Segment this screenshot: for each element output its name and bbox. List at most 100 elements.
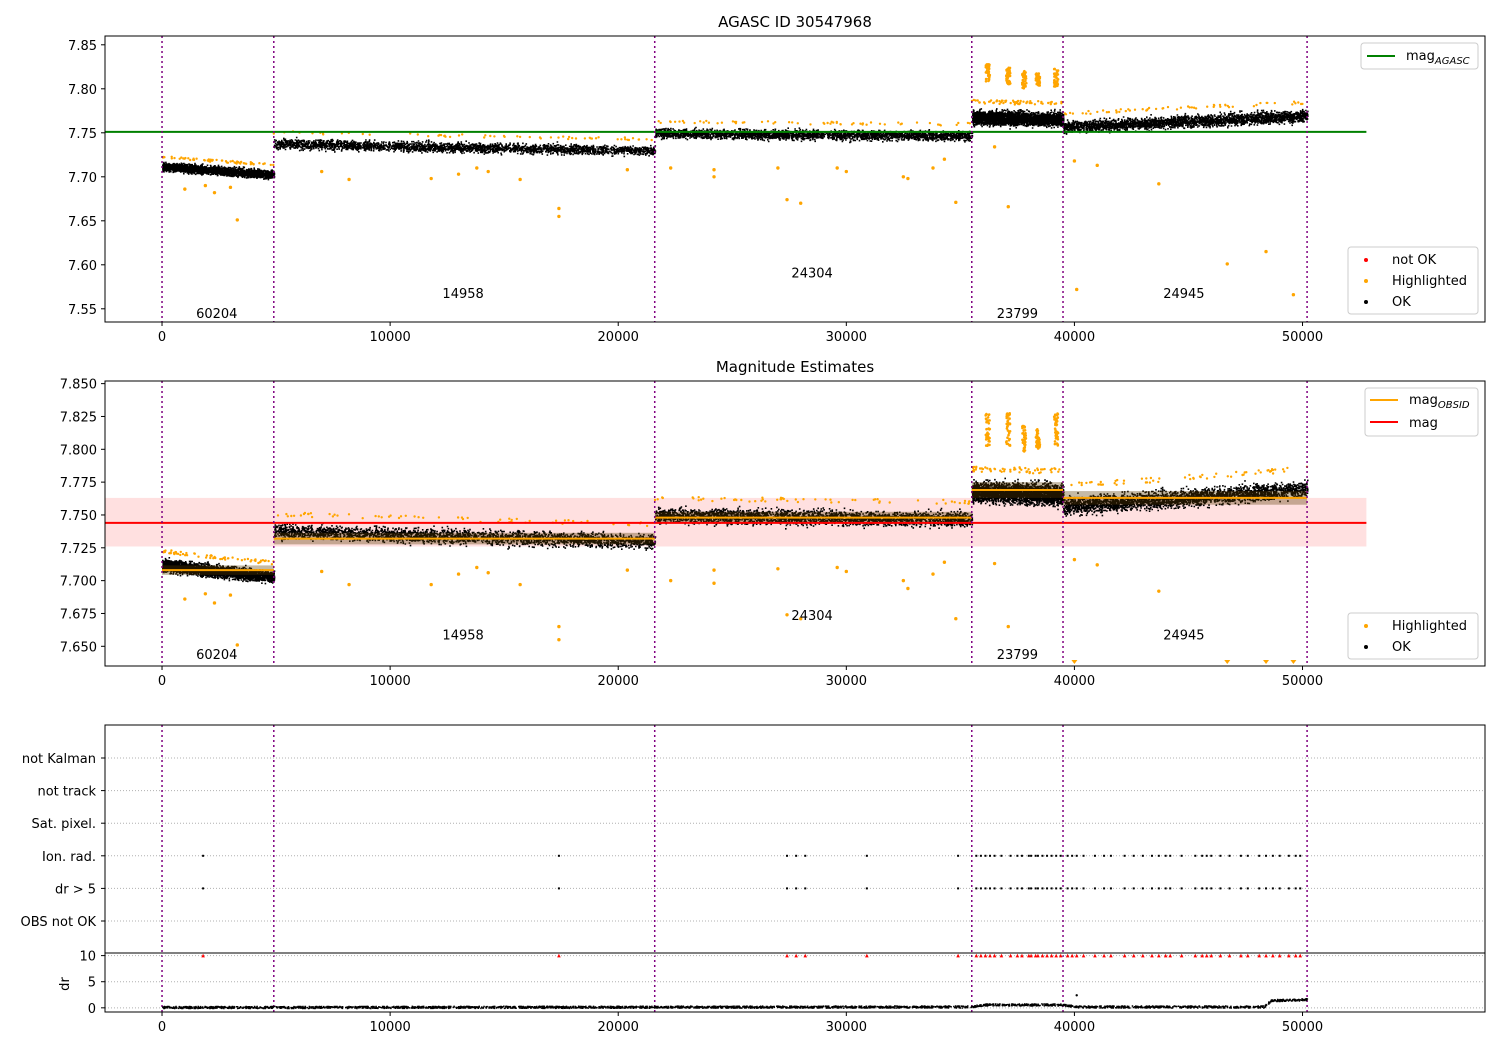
dr-clipped-marker (1058, 953, 1063, 958)
highlighted-point (228, 185, 233, 190)
legend-mag: mag (1409, 416, 1438, 431)
flag-row-label: Ion. rad. (42, 850, 96, 865)
flag-point (795, 854, 798, 857)
flag-point (202, 887, 205, 890)
highlighted-point (954, 617, 958, 621)
agasc-axes-frame (104, 35, 1486, 323)
ok-points (654, 126, 974, 144)
highlighted-point (992, 145, 997, 149)
highlighted-point (203, 592, 208, 596)
flag-point (979, 854, 982, 857)
x-tick-label: 50000 (1282, 1020, 1323, 1035)
highlighted-point (712, 568, 716, 572)
flag-point (1278, 887, 1281, 890)
flag-point (1258, 854, 1261, 857)
flag-point (1210, 854, 1213, 857)
highlighted-point (785, 197, 789, 202)
flag-point (1299, 887, 1302, 890)
ok-points (1063, 108, 1309, 135)
highlighted-point (1095, 563, 1099, 567)
flag-point (979, 887, 982, 890)
obsid-label: 24304 (791, 609, 832, 624)
flag-point (957, 854, 960, 857)
highlighted-point (901, 578, 906, 583)
dr-clipped-marker (1157, 953, 1161, 958)
highlighted-cluster (1020, 69, 1028, 90)
highlighted-point (235, 643, 239, 647)
flag-point (1036, 887, 1039, 890)
obsid-label: 24304 (791, 267, 832, 282)
x-tick-label: 40000 (1054, 330, 1095, 345)
agasc-line-legend: magAGASC (1360, 42, 1479, 70)
flag-point (1164, 887, 1167, 890)
flag-point (1103, 854, 1106, 857)
y-tick-label: 7.750 (60, 509, 97, 524)
below-range-marker (1290, 660, 1297, 664)
dr-clipped-marker (1218, 953, 1223, 958)
agasc-title: AGASC ID 30547968 (718, 13, 872, 31)
highlighted-point (557, 206, 561, 211)
highlighted-point (712, 168, 716, 172)
flag-point (1000, 854, 1003, 857)
flag-point (1059, 887, 1062, 890)
flag-row-label: not track (37, 785, 96, 800)
flag-point (1066, 887, 1069, 890)
agasc-magnitude-panel: AGASC ID 30547968 60204 14958 24304 23799 24… (68, 13, 1486, 345)
flag-point (1150, 887, 1153, 890)
highlighted-point (844, 169, 849, 174)
flag-point (1132, 887, 1135, 890)
flag-point (1109, 887, 1112, 890)
dr-clipped-marker (865, 953, 869, 958)
highlighted-point (319, 169, 324, 174)
dr-clipped-marker (557, 953, 561, 958)
y-tick-label: 7.850 (60, 378, 97, 393)
highlighted-point (1006, 624, 1010, 629)
flag-point (1034, 854, 1037, 857)
flag-point (1294, 854, 1297, 857)
below-range-marker (1224, 660, 1231, 664)
highlighted-point (712, 581, 716, 585)
dr-clipped-marker (1015, 953, 1020, 958)
dr-clipped-marker (1193, 953, 1198, 958)
flag-point (1020, 887, 1023, 890)
y-tick-label: 7.55 (68, 303, 97, 318)
flag-point (1150, 854, 1153, 857)
highlighted-point (347, 177, 351, 182)
x-tick-label: 50000 (1282, 330, 1323, 345)
flag-point (865, 854, 868, 857)
flag-point (1239, 854, 1242, 857)
dr-clipped-marker (1163, 953, 1168, 958)
obsid-label: 60204 (196, 648, 237, 663)
flag-point (1239, 887, 1242, 890)
flag-point (1075, 887, 1078, 890)
flag-point (804, 854, 807, 857)
flag-point (1157, 887, 1160, 890)
flag-point (1271, 854, 1274, 857)
highlighted-point (835, 166, 839, 170)
highlighted-point (799, 617, 803, 621)
highlighted-point (906, 586, 910, 591)
x-tick-label: 10000 (369, 674, 410, 689)
highlighted-point (931, 166, 935, 170)
flag-point (989, 887, 992, 890)
dr-clipped-marker (1277, 953, 1282, 958)
dr-clipped-marker (1102, 953, 1106, 958)
y-tick-label: 7.75 (68, 127, 97, 142)
highlighted-point (486, 571, 490, 575)
flag-point (557, 854, 560, 857)
dr-clipped-marker (1122, 953, 1127, 958)
dr-points (162, 998, 1309, 1010)
dr-clipped-marker (1200, 953, 1204, 958)
ok-points (162, 161, 276, 181)
obsid-label: 14958 (442, 287, 483, 302)
flags-plot-area (105, 725, 1485, 1012)
legend-mag-obsid-label: mag (1409, 393, 1438, 408)
dr-clipped-marker (1036, 953, 1040, 958)
estimates-x-ticks: 0 10000 20000 30000 40000 50000 (158, 666, 1323, 689)
highlighted-point (518, 177, 522, 182)
highlighted-point (429, 176, 433, 181)
y-tick-label: 7.700 (60, 575, 97, 590)
highlighted-point (212, 190, 217, 195)
flags-panel: not Kalman not track Sat. pixel. Ion. rad. d… (21, 724, 1486, 1035)
agasc-plot-area: 60204 14958 24304 23799 24945 (105, 36, 1367, 322)
